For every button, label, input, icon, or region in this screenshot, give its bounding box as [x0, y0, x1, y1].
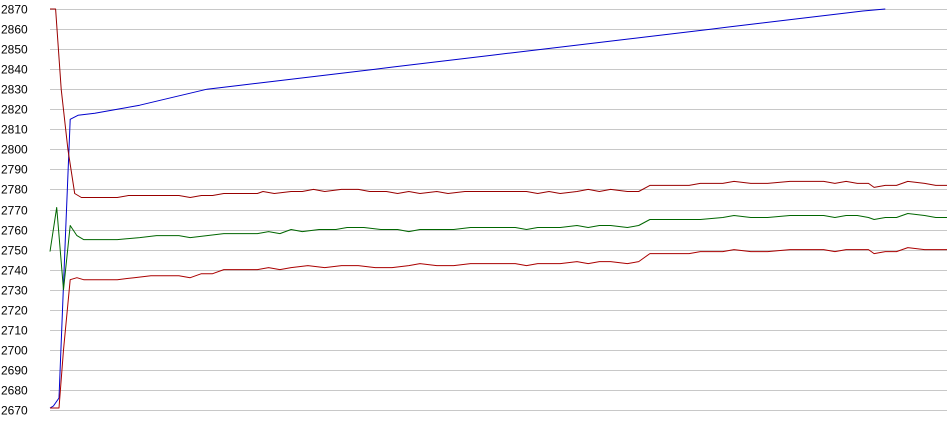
y-tick-label-2810: 2810: [1, 123, 28, 137]
y-tick-label-2760: 2760: [1, 224, 28, 238]
y-tick-label-2700: 2700: [1, 344, 28, 358]
y-tick-label-2750: 2750: [1, 244, 28, 258]
series-lines: [49, 8, 947, 409]
y-tick-label-2680: 2680: [1, 384, 28, 398]
series-line-1: [49, 8, 886, 409]
y-tick-label-2850: 2850: [1, 43, 28, 57]
y-tick-label-2670: 2670: [1, 404, 28, 418]
y-tick-label-2830: 2830: [1, 83, 28, 97]
y-tick-label-2860: 2860: [1, 23, 28, 37]
y-tick-label-2730: 2730: [1, 284, 28, 298]
series-line-3: [49, 207, 947, 291]
y-tick-label-2800: 2800: [1, 143, 28, 157]
y-tick-label-2690: 2690: [1, 364, 28, 378]
y-axis-tick-labels: 2670 2680 2690 2700 2710 2720 2730 2740 2750 2760…: [1, 3, 28, 418]
y-tick-label-2820: 2820: [1, 103, 28, 117]
y-tick-label-2710: 2710: [1, 324, 28, 338]
y-tick-label-2770: 2770: [1, 204, 28, 218]
y-tick-label-2780: 2780: [1, 183, 28, 197]
series-line-4: [50, 247, 947, 409]
y-tick-label-2740: 2740: [1, 264, 28, 278]
y-tick-label-2840: 2840: [1, 63, 28, 77]
gridlines: [50, 9, 947, 411]
y-tick-label-2790: 2790: [1, 163, 28, 177]
y-tick-label-2870: 2870: [1, 3, 28, 17]
series-line-2: [50, 8, 947, 198]
y-tick-label-2720: 2720: [1, 304, 28, 318]
